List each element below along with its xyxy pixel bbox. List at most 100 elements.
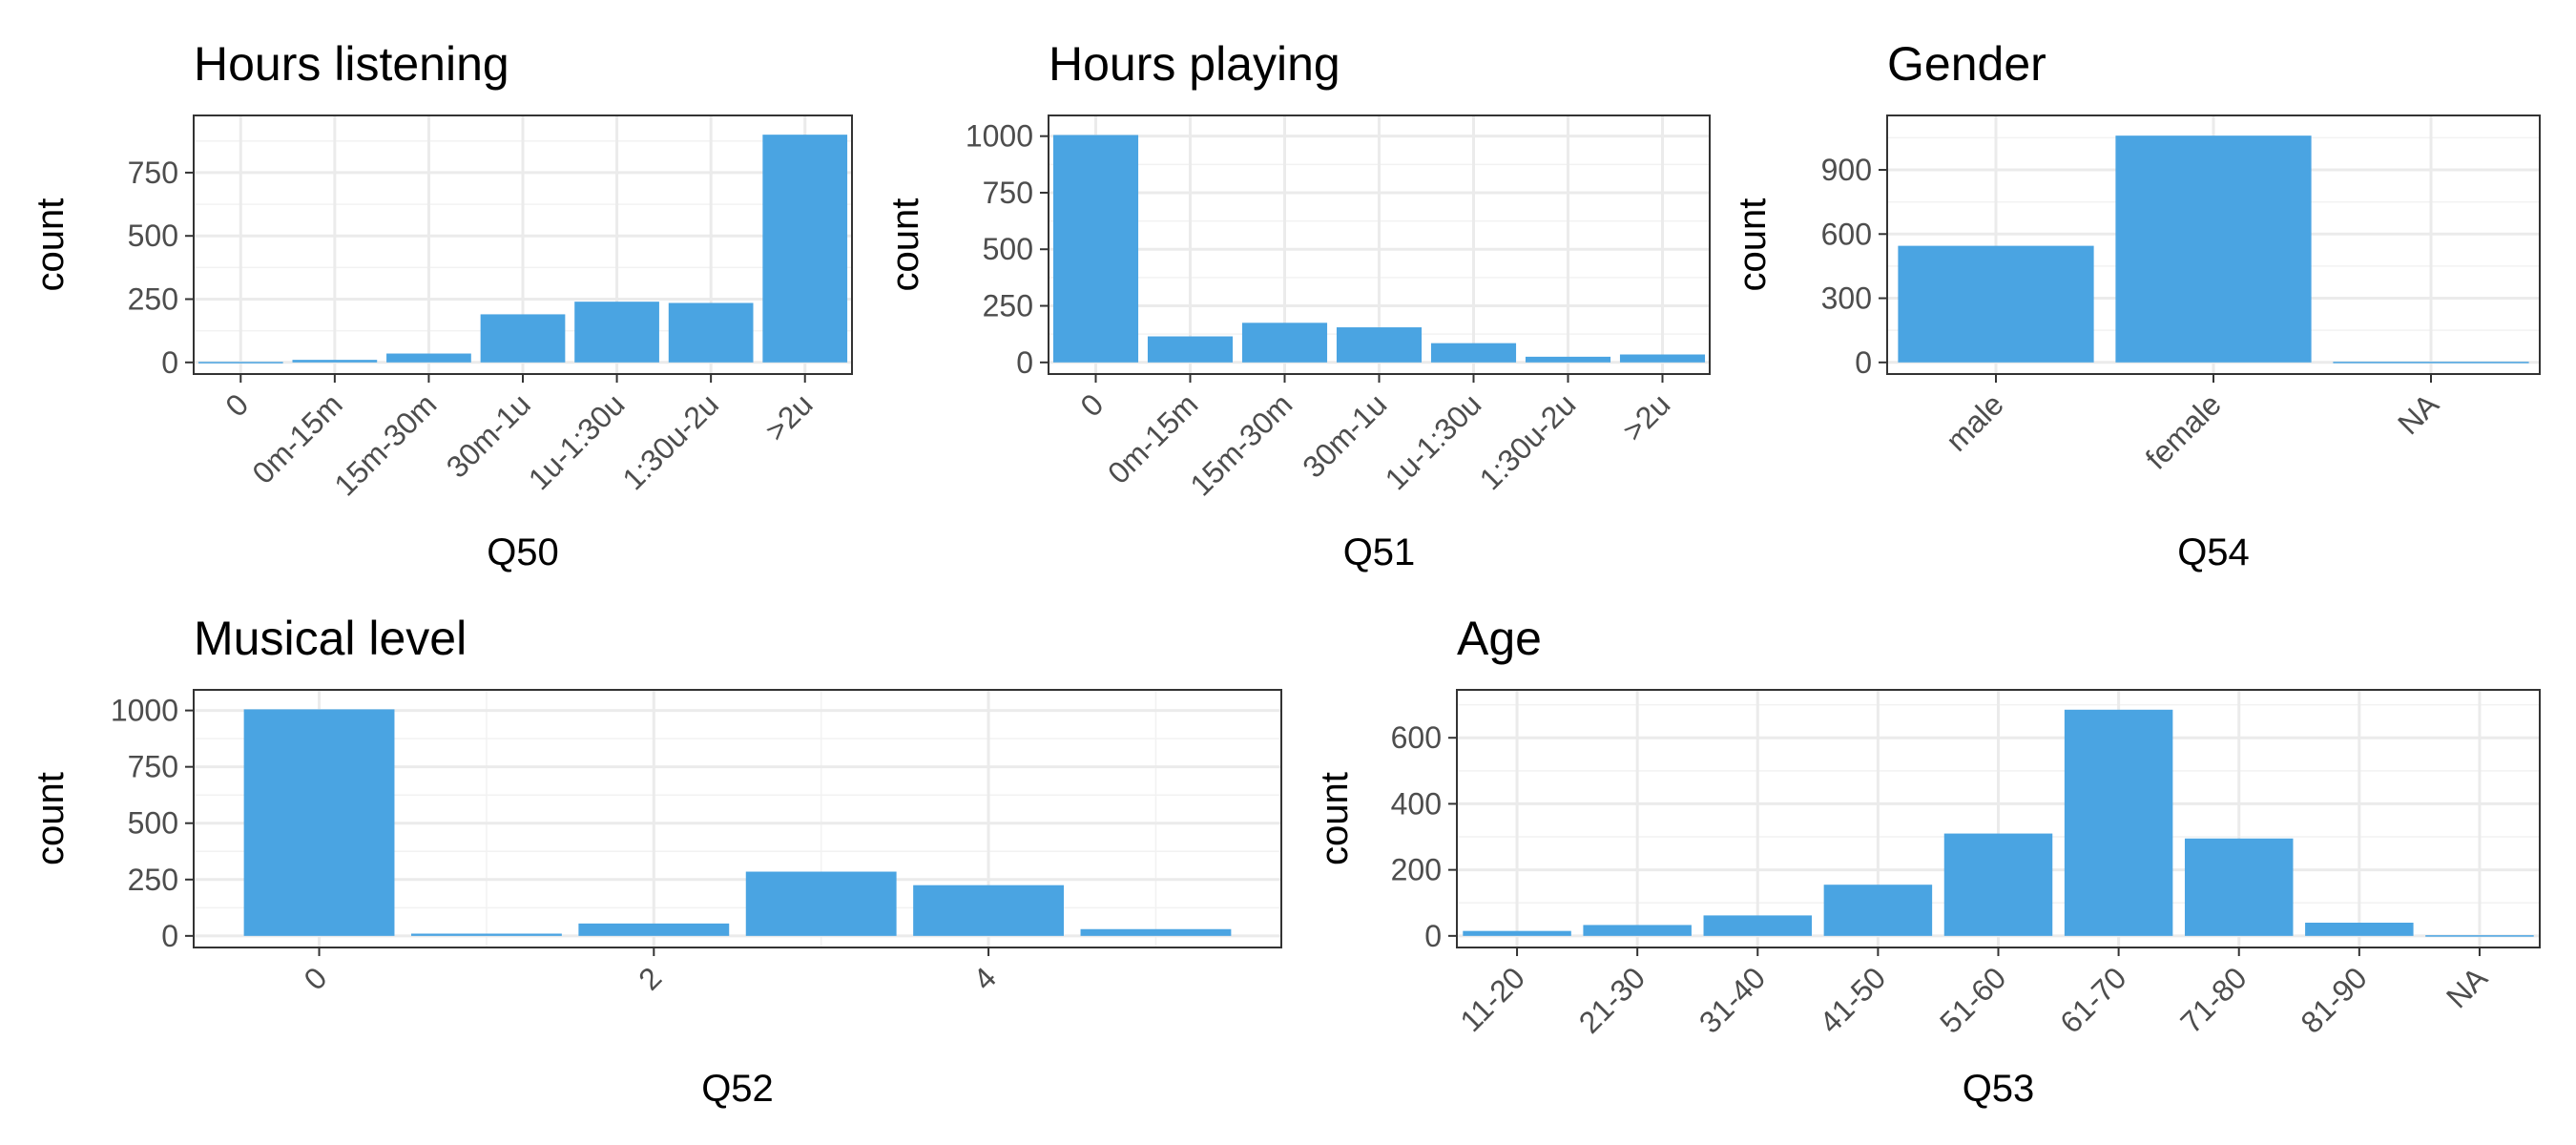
x-tick-label: 30m-1u: [440, 386, 537, 484]
x-tick-label: 0: [218, 386, 255, 423]
bar-1u-1:30u: [1430, 343, 1517, 363]
bar-0m-15m: [292, 360, 378, 363]
chart-q51: 0250500750100000m-15m15m-30m30m-1u1u-1:3…: [884, 37, 1711, 573]
chart-q50: 025050075000m-15m15m-30m30m-1u1u-1:30u1:…: [30, 37, 853, 573]
bar-0: [1052, 135, 1139, 363]
x-axis-title: Q54: [2177, 531, 2250, 573]
x-tick-label: 0: [1073, 386, 1110, 423]
x-tick-label: NA: [2391, 386, 2445, 441]
bar-female: [2115, 135, 2312, 363]
x-tick-label: 41-50: [1813, 960, 1892, 1039]
x-tick-label: 15m-30m: [1183, 386, 1298, 502]
y-tick-label: 200: [1391, 853, 1442, 887]
bar-71-80: [2184, 838, 2294, 936]
x-tick-label: 21-30: [1572, 960, 1652, 1039]
bar-61-70: [2064, 709, 2173, 936]
chart-title: Age: [1457, 612, 1542, 665]
bar-1u-1:30u: [574, 302, 659, 363]
bar-31-40: [1703, 915, 1813, 936]
bar-4: [913, 885, 1064, 936]
y-tick-label: 1000: [966, 119, 1033, 154]
x-axis-title: Q51: [1343, 531, 1416, 573]
bar-1:30u-2u: [668, 302, 754, 363]
chart-title: Gender: [1887, 37, 2046, 91]
bar-1:30u-2u: [1525, 356, 1611, 363]
bar-15m-30m: [386, 353, 471, 363]
x-axis-title: Q50: [487, 531, 559, 573]
bar-2: [578, 923, 730, 936]
bar->2u: [762, 135, 848, 363]
bar-15m-30m: [1241, 323, 1328, 363]
x-tick-label: 30m-1u: [1296, 386, 1393, 484]
bar-male: [1898, 245, 2094, 363]
bar-5: [1080, 928, 1232, 936]
x-tick-label: 2: [632, 960, 668, 996]
y-tick-label: 250: [128, 863, 178, 897]
y-tick-label: 750: [128, 156, 178, 190]
x-tick-label: 0: [297, 960, 333, 996]
chart-title: Musical level: [194, 612, 467, 665]
y-tick-label: 0: [161, 919, 178, 953]
x-tick-label: 1:30u-2u: [615, 386, 725, 496]
bar-0: [243, 709, 395, 936]
bar->2u: [1619, 354, 1706, 363]
bar-3: [745, 871, 897, 936]
x-tick-label: NA: [2440, 960, 2494, 1014]
y-tick-label: 0: [1855, 345, 1872, 380]
x-tick-label: male: [1939, 386, 2010, 458]
y-tick-label: 400: [1391, 786, 1442, 821]
bar-0: [197, 362, 283, 364]
x-tick-label: 71-80: [2173, 960, 2253, 1039]
chart-q54: 0 300 600 900 male female NA Gender Q54 count: [1732, 37, 2541, 573]
y-tick-label: 300: [1821, 281, 1872, 316]
bar-41-50: [1823, 885, 1933, 936]
bar-30m-1u: [480, 314, 566, 363]
y-tick-label: 0: [1016, 345, 1033, 380]
y-tick-label: 1000: [111, 694, 178, 728]
bar-81-90: [2305, 923, 2414, 936]
chart-q52: 0 250 500 750 1000 0 2 4 Musical level Q52 count: [30, 612, 1282, 1110]
x-axis-title: Q53: [1963, 1068, 2035, 1110]
bar-NA: [2425, 935, 2534, 937]
x-tick-label: 31-40: [1693, 960, 1772, 1039]
x-tick-label: >2u: [758, 386, 820, 448]
y-tick-label: 750: [983, 176, 1033, 210]
x-tick-label: 4: [966, 960, 1003, 996]
x-tick-label: 11-20: [1453, 960, 1531, 1038]
panel-border: [193, 689, 1282, 948]
y-tick-label: 250: [983, 289, 1033, 323]
bar-11-20: [1463, 930, 1571, 936]
y-tick-label: 500: [983, 232, 1033, 266]
x-tick-label: 1:30u-2u: [1473, 386, 1583, 496]
x-tick-label: female: [2139, 386, 2228, 475]
y-tick-label: 0: [161, 345, 178, 380]
x-tick-label: 81-90: [2294, 960, 2373, 1039]
bar-0m-15m: [1147, 336, 1234, 363]
y-axis-title: count: [30, 198, 72, 292]
y-axis-title: count: [30, 772, 72, 865]
y-axis-title: count: [884, 198, 926, 292]
chart-q53: 0 200 400 600 11-20 21-30 31-40 41-50 51-60 61-70…: [1314, 612, 2541, 1110]
y-tick-label: 500: [128, 219, 178, 253]
x-axis-title: Q52: [701, 1068, 774, 1110]
bar-1: [411, 933, 562, 936]
bar-NA: [2333, 362, 2529, 364]
y-tick-label: 250: [128, 282, 178, 317]
x-tick-label: 15m-30m: [327, 386, 443, 502]
y-tick-label: 600: [1821, 217, 1872, 251]
y-axis-title: count: [1732, 198, 1774, 292]
y-tick-label: 750: [128, 750, 178, 784]
x-tick-label: 1u-1:30u: [522, 386, 632, 496]
chart-title: Hours playing: [1049, 37, 1340, 91]
x-tick-label: 1u-1:30u: [1379, 386, 1488, 496]
bar-21-30: [1583, 925, 1692, 936]
x-tick-label: 51-60: [1933, 960, 2012, 1039]
y-tick-label: 900: [1821, 153, 1872, 187]
x-tick-label: >2u: [1616, 386, 1677, 448]
y-tick-label: 0: [1424, 919, 1442, 953]
bar-51-60: [1943, 833, 2053, 936]
x-tick-label: 61-70: [2053, 960, 2132, 1039]
y-tick-label: 500: [128, 806, 178, 841]
y-axis-title: count: [1314, 772, 1356, 865]
